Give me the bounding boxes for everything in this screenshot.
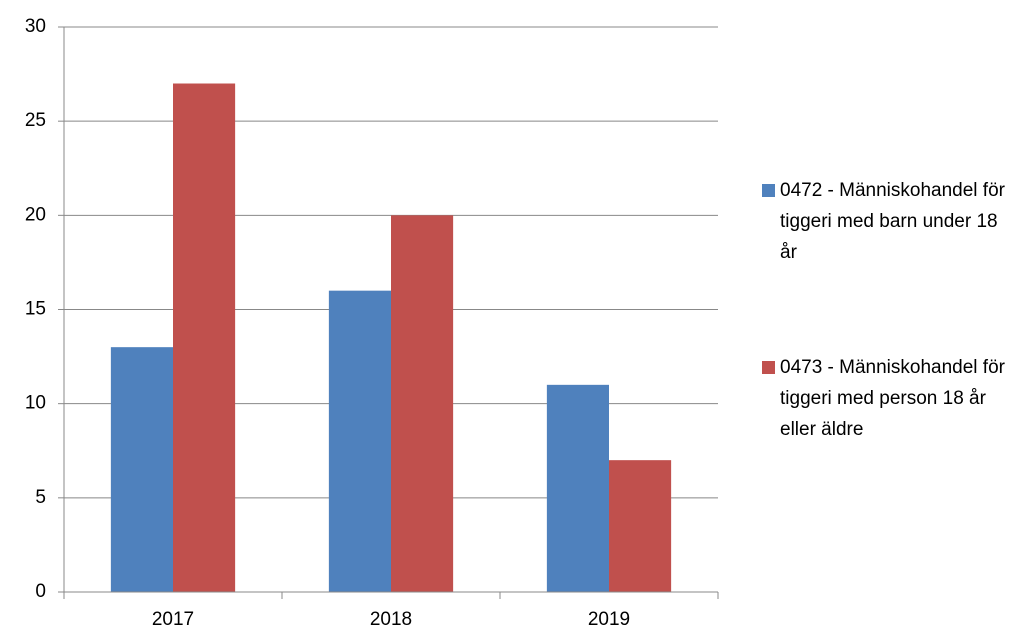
bar [391,215,454,593]
bar [328,290,391,592]
legend-swatch [762,184,775,197]
legend-label: 0473 - Människohandel för tiggeri med pe… [780,357,1005,440]
bar [173,83,236,592]
y-tick-label: 25 [25,110,46,131]
y-tick-label: 20 [25,204,46,225]
bar [546,384,609,592]
y-tick-label: 0 [35,581,46,602]
legend-item: 0473 - Människohandel för tiggeri med pe… [762,352,1014,445]
legend-label: 0472 - Människohandel för tiggeri med ba… [780,180,1005,263]
legend-swatch [762,361,775,374]
x-tick-label: 2017 [152,609,194,630]
legend-item: 0472 - Människohandel för tiggeri med ba… [762,175,1014,268]
y-tick-label: 5 [35,487,46,508]
y-tick-label: 30 [25,16,46,37]
y-tick-label: 10 [25,393,46,414]
x-tick-label: 2019 [588,609,630,630]
bar [110,347,173,592]
x-tick-label: 2018 [370,609,412,630]
y-tick-label: 15 [25,299,46,320]
bar [609,460,672,592]
